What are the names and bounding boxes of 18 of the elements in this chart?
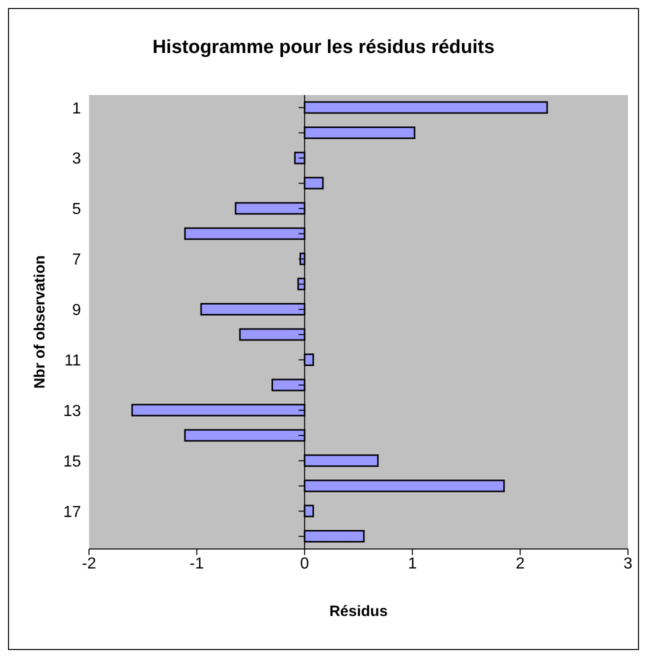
x-tick-label: 1	[408, 555, 417, 572]
y-tick-label: 15	[63, 453, 82, 470]
x-tick-label: 3	[624, 555, 633, 572]
y-tick-label: 3	[72, 150, 82, 168]
chart-title: Histogramme pour les résidus réduits	[151, 37, 496, 59]
x-tick-label: 0	[300, 555, 310, 572]
y-axis-title: Nbr of observation	[31, 255, 48, 389]
y-tick-label: 1	[72, 100, 82, 118]
y-tick-label: 9	[72, 302, 82, 320]
y-tick-label: 17	[63, 504, 82, 521]
y-tick-label: 5	[72, 201, 82, 218]
x-tick-label: 2	[516, 555, 525, 572]
x-axis-title: Résidus	[328, 603, 389, 620]
x-tick-label: -2	[82, 555, 96, 572]
y-tick-label: 13	[63, 402, 82, 420]
y-tick-label: 11	[64, 352, 82, 370]
x-tick-label: -1	[190, 555, 204, 572]
y-tick-label: 7	[72, 252, 82, 269]
